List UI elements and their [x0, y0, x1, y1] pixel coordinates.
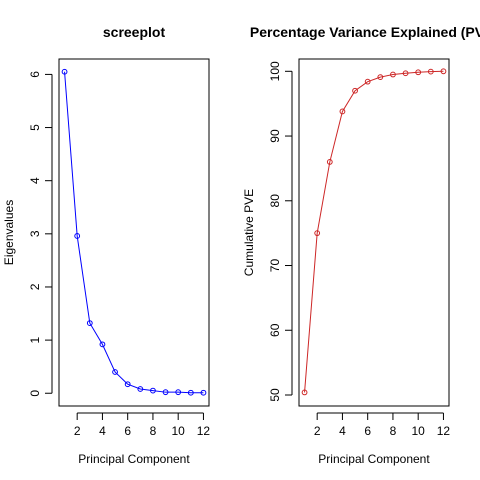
y-tick-label: 0: [28, 390, 42, 397]
y-tick-label: 6: [28, 71, 42, 78]
y-tick-label: 100: [268, 61, 282, 81]
plot-frame: [58, 58, 210, 407]
data-point: [137, 386, 144, 392]
data-point: [200, 389, 207, 396]
data-point: [301, 389, 308, 396]
y-axis-label: Eigenvalues: [2, 200, 16, 265]
x-tick-label: 2: [74, 424, 81, 438]
data-point: [99, 341, 106, 348]
plot-frame: [298, 58, 450, 407]
y-tick-label: 3: [28, 230, 42, 237]
y-tick-label: 90: [268, 129, 282, 143]
data-point: [440, 68, 447, 75]
y-tick-label: 5: [28, 124, 42, 131]
data-point: [402, 70, 409, 77]
x-tick-label: 12: [437, 424, 451, 438]
x-tick-label: 12: [197, 424, 211, 438]
x-tick-label: 6: [124, 424, 131, 438]
data-point: [364, 78, 371, 85]
y-tick-label: 80: [268, 194, 282, 208]
data-point: [124, 381, 131, 388]
series-line: [64, 71, 204, 394]
x-tick-label: 4: [99, 424, 106, 438]
x-tick-label: 4: [339, 424, 346, 438]
data-point: [187, 389, 194, 396]
chart-panel-2: Percentage Variance Explained (PVE) 2 4 6 8 1…: [242, 24, 480, 466]
series-line: [304, 70, 444, 393]
data-point: [162, 389, 169, 396]
data-point: [377, 74, 384, 81]
chart-title: Percentage Variance Explained (PVE): [250, 24, 480, 40]
x-axis-label: Principal Component: [318, 452, 430, 466]
x-axis-label: Principal Component: [78, 452, 190, 466]
data-point: [415, 69, 422, 76]
data-point: [339, 108, 346, 115]
y-tick-label: 2: [28, 283, 42, 290]
x-tick-label: 8: [390, 424, 397, 438]
chart-title: screeplot: [103, 24, 166, 40]
data-point: [352, 87, 358, 94]
y-axis-label: Cumulative PVE: [242, 189, 256, 276]
data-point: [150, 387, 156, 394]
data-point: [427, 68, 434, 75]
y-tick-label: 60: [268, 323, 282, 337]
data-point: [390, 71, 396, 78]
y-tick-label: 70: [268, 259, 282, 273]
x-tick-label: 10: [412, 424, 426, 438]
x-tick-label: 8: [150, 424, 157, 438]
x-tick-label: 2: [314, 424, 321, 438]
x-tick-label: 10: [172, 424, 186, 438]
data-point: [314, 230, 321, 237]
data-point: [175, 389, 182, 396]
data-point: [61, 68, 68, 75]
data-point: [74, 233, 81, 239]
y-tick-label: 1: [28, 336, 42, 343]
data-point: [86, 320, 93, 327]
data-point: [112, 369, 118, 375]
data-point: [326, 159, 333, 165]
x-tick-label: 6: [364, 424, 371, 438]
y-tick-label: 50: [268, 388, 282, 402]
y-tick-label: 4: [28, 177, 42, 184]
